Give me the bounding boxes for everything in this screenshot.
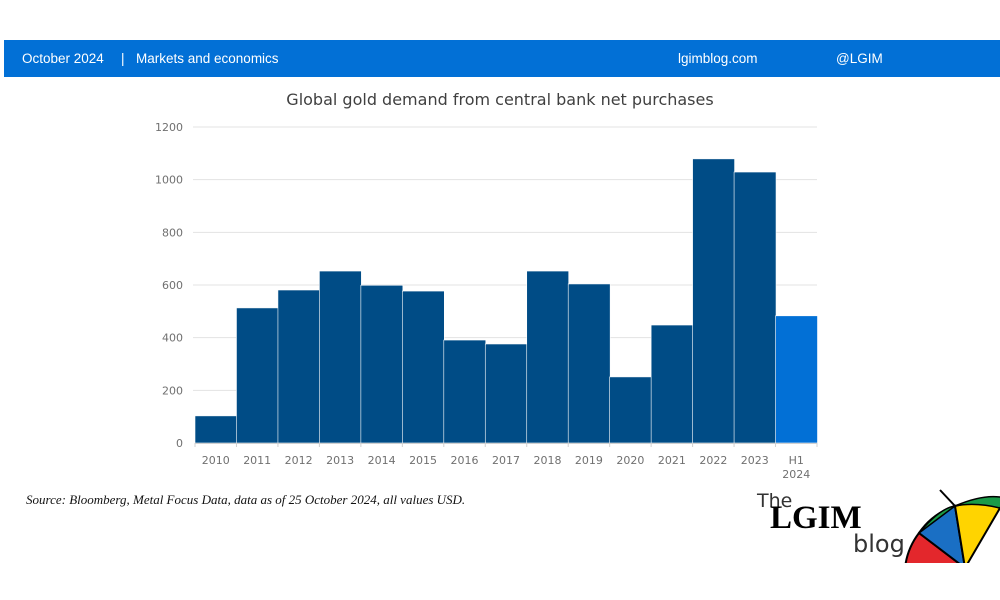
bar-2019 [567,283,611,444]
x-tick-label: 2022 [699,454,727,467]
x-tick-label: 2023 [741,454,769,467]
bar-2011 [236,307,279,444]
x-tick-label: 2017 [492,454,520,467]
y-axis-ticks: 0 200 400 600 800 1000 1200 [155,121,183,450]
header-category-link[interactable]: Markets and economics [136,51,279,66]
y-tick-label: 800 [162,226,183,239]
bar-2022 [692,158,735,444]
logo-the: The [757,490,793,512]
header-bar: October 2024 | Markets and economics lgi… [4,40,1000,77]
x-tick-label: 2021 [658,454,686,467]
y-tick-label: 1000 [155,174,183,187]
x-tick-label: 2012 [285,454,313,467]
x-tick-label: 2010 [202,454,230,467]
x-axis-ticks: 2010 2011 2012 2013 2014 2015 2016 2017 2018 2019… [194,443,818,481]
x-tick-label: 2024 [782,468,810,481]
bar-2012 [277,289,321,444]
logo-blog: blog [853,530,905,558]
y-tick-label: 200 [162,384,183,397]
header-site-link[interactable]: lgimblog.com [678,51,758,66]
bar-2010 [194,415,238,444]
header-date: October 2024 [22,51,104,66]
y-tick-label: 600 [162,279,183,292]
bar-2016 [443,339,487,444]
x-tick-label: 2019 [575,454,603,467]
bar-2017 [484,343,528,444]
x-tick-label: 2013 [326,454,354,467]
bar-2013 [319,270,362,444]
bars [194,158,818,444]
x-tick-label: 2014 [368,454,396,467]
bar-2023 [733,171,777,444]
chart-title: Global gold demand from central bank net… [286,90,714,109]
umbrella-icon [904,489,1000,563]
bar-2014 [360,284,404,444]
x-tick-label: 2018 [533,454,561,467]
x-tick-label: H1 [789,454,804,467]
bar-2018 [526,270,570,444]
x-tick-label: 2020 [616,454,644,467]
header-handle-link[interactable]: @LGIM [836,51,883,66]
bar-h1-2024 [775,315,818,444]
x-tick-label: 2015 [409,454,437,467]
y-tick-label: 400 [162,332,183,345]
bar-2020 [609,376,652,444]
x-tick-label: 2011 [243,454,271,467]
y-tick-label: 1200 [155,121,183,134]
y-tick-label: 0 [176,437,183,450]
logo-lgim: LGIM [770,500,862,536]
source-note: Source: Bloomberg, Metal Focus Data, dat… [26,492,466,507]
bar-2021 [650,324,694,444]
bar-2015 [402,290,445,444]
header-separator: | [121,51,125,66]
x-tick-label: 2016 [451,454,479,467]
lgim-blog-logo[interactable]: The LGIM blog [755,488,1000,563]
